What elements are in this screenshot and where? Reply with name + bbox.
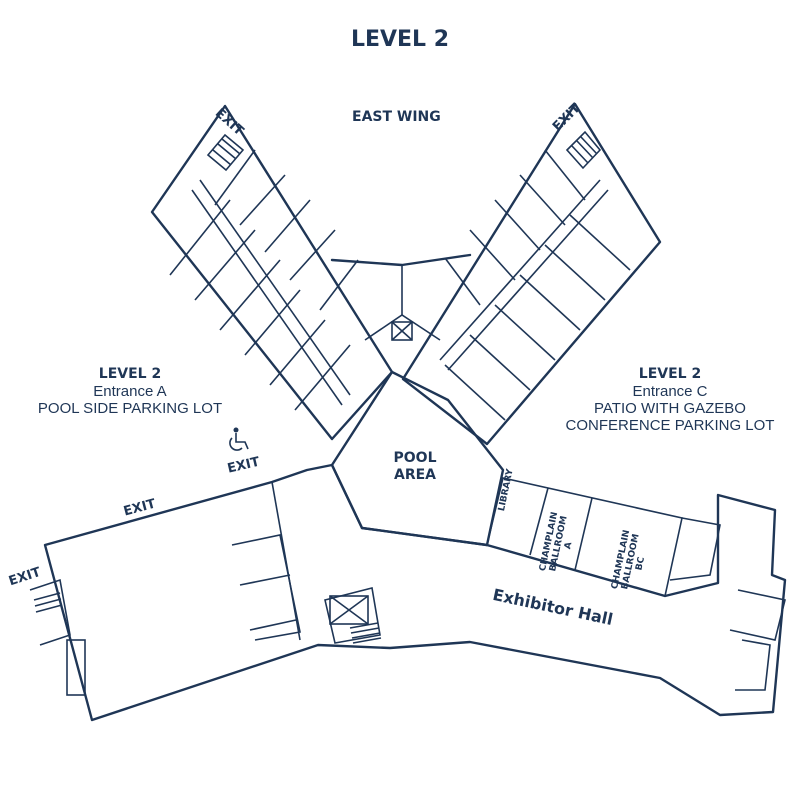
entrance-c-block: LEVEL 2 Entrance C PATIO WITH GAZEBO CON… [555,366,785,434]
entrance-c-name: Entrance C [632,383,708,400]
elevator-icon [329,595,369,625]
stairs-icon [349,622,382,644]
stairs-icon [565,130,602,170]
entrance-c-line1: PATIO WITH GAZEBO [594,400,746,417]
stairs-icon [206,133,245,172]
entrance-c-level: LEVEL 2 [638,366,702,382]
page-title: LEVEL 2 [350,27,450,52]
center-junction [330,253,472,341]
entrance-a-level: LEVEL 2 [98,366,162,382]
west-wing [150,104,394,441]
entrance-c-line2: CONFERENCE PARKING LOT [565,417,775,434]
main-building [29,463,787,722]
east-wing [401,102,662,446]
entrance-a-name: Entrance A [93,383,167,400]
pool-line2: AREA [393,467,436,483]
elevator-icon [391,321,413,341]
wheelchair-icon [229,427,249,451]
pool-line1: POOL [393,450,437,466]
entrance-a-lot: POOL SIDE PARKING LOT [37,400,223,417]
stairs-icon [33,592,63,613]
pool-area-label: POOL AREA [385,450,445,484]
entrance-a-block: LEVEL 2 Entrance A POOL SIDE PARKING LOT [20,366,240,417]
east-wing-label: EAST WING [352,109,441,125]
